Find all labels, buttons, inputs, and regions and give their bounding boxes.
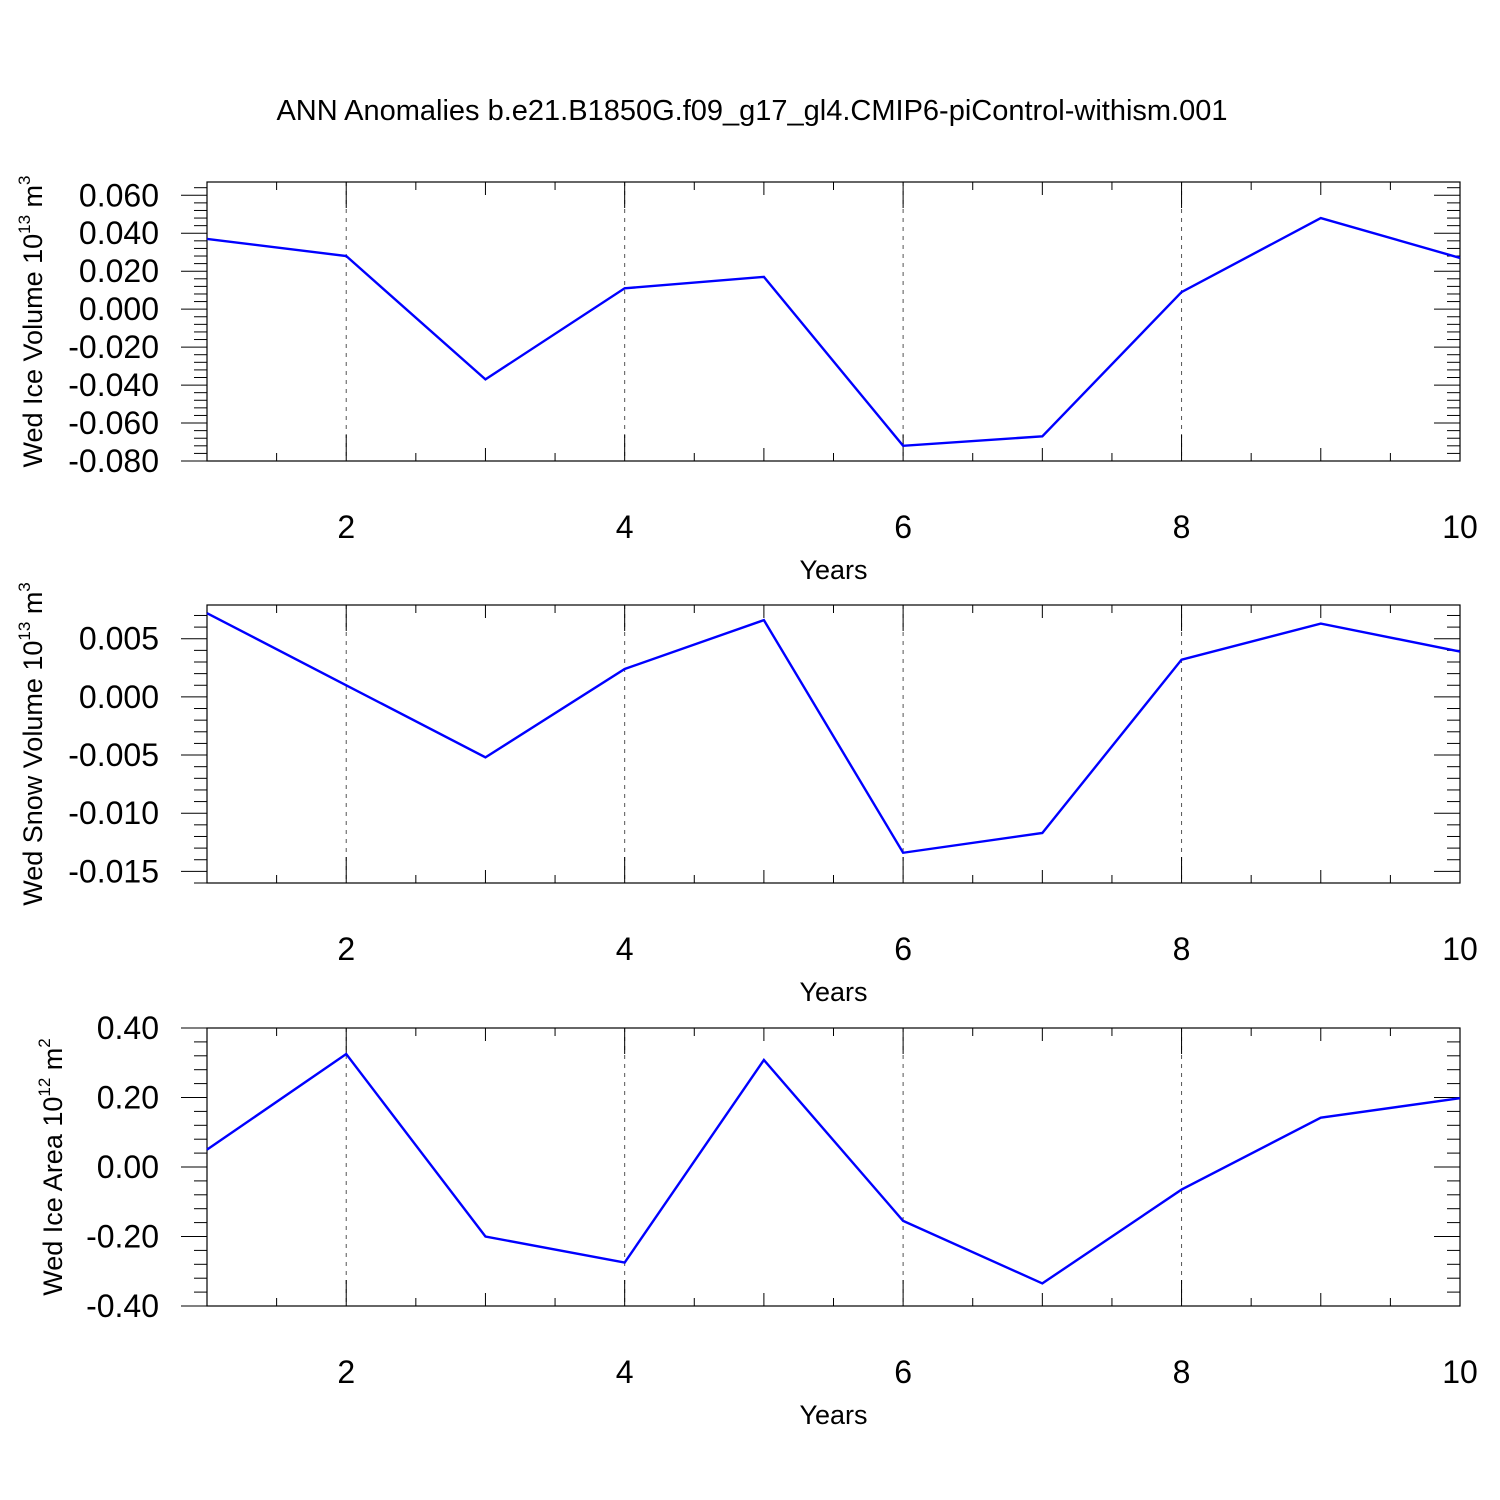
y-tick-label: 0.060 (79, 177, 159, 213)
x-tick-label: 8 (1173, 509, 1191, 545)
y-axis-label: Wed Ice Area 1012 m2 (35, 1038, 68, 1296)
x-tick-label: 6 (894, 931, 912, 967)
y-tick-label: -0.40 (86, 1288, 159, 1324)
x-tick-label: 4 (616, 931, 634, 967)
series-line (206, 1052, 1461, 1285)
y-tick-label: 0.020 (79, 253, 159, 289)
y-tick-label: 0.040 (79, 215, 159, 251)
x-tick-label: 10 (1442, 931, 1478, 967)
x-axis-label: Years (799, 1400, 867, 1430)
panel-1: -0.080-0.060-0.040-0.0200.0000.0200.0400… (15, 175, 1478, 585)
x-tick-label: 4 (616, 509, 634, 545)
y-tick-label: -0.010 (68, 795, 159, 831)
x-axis-label: Years (799, 555, 867, 585)
x-tick-label: 2 (337, 1354, 355, 1390)
figure-title: ANN Anomalies b.e21.B1850G.f09_g17_gl4.C… (276, 95, 1227, 127)
y-tick-label: 0.000 (79, 291, 159, 327)
y-tick-label: 0.00 (97, 1149, 159, 1185)
x-tick-label: 10 (1442, 509, 1478, 545)
series-line (206, 612, 1461, 855)
y-tick-label: 0.000 (79, 679, 159, 715)
y-tick-label: -0.040 (68, 367, 159, 403)
y-tick-label: -0.060 (68, 405, 159, 441)
y-tick-label: -0.020 (68, 329, 159, 365)
y-tick-label: -0.005 (68, 737, 159, 773)
x-tick-label: 6 (894, 1354, 912, 1390)
x-axis-label: Years (799, 977, 867, 1007)
y-axis-label: Wed Ice Volume 1013 m3 (15, 175, 48, 467)
y-tick-label: -0.080 (68, 443, 159, 479)
x-tick-label: 8 (1173, 931, 1191, 967)
y-tick-label: 0.40 (97, 1010, 159, 1046)
y-tick-label: 0.20 (97, 1080, 159, 1116)
y-axis-label: Wed Snow Volume 1013 m3 (15, 582, 48, 906)
y-tick-label: -0.20 (86, 1219, 159, 1255)
series-line (206, 216, 1461, 448)
x-tick-label: 8 (1173, 1354, 1191, 1390)
panel-3: -0.40 -0.20 0.00 0.20 0.40 2 4 6 8 10 Years Wed Ice… (35, 1010, 1478, 1430)
panels: -0.080-0.060-0.040-0.0200.0000.0200.0400… (15, 175, 1478, 1430)
x-tick-label: 2 (337, 509, 355, 545)
x-tick-label: 10 (1442, 1354, 1478, 1390)
y-tick-label: 0.005 (79, 621, 159, 657)
panel-2: -0.015 -0.010 -0.005 0.000 0.005 2 4 6 8 10 Years W… (15, 582, 1478, 1007)
x-tick-label: 6 (894, 509, 912, 545)
y-tick-label: -0.015 (68, 853, 159, 889)
x-tick-label: 2 (337, 931, 355, 967)
x-tick-label: 4 (616, 1354, 634, 1390)
